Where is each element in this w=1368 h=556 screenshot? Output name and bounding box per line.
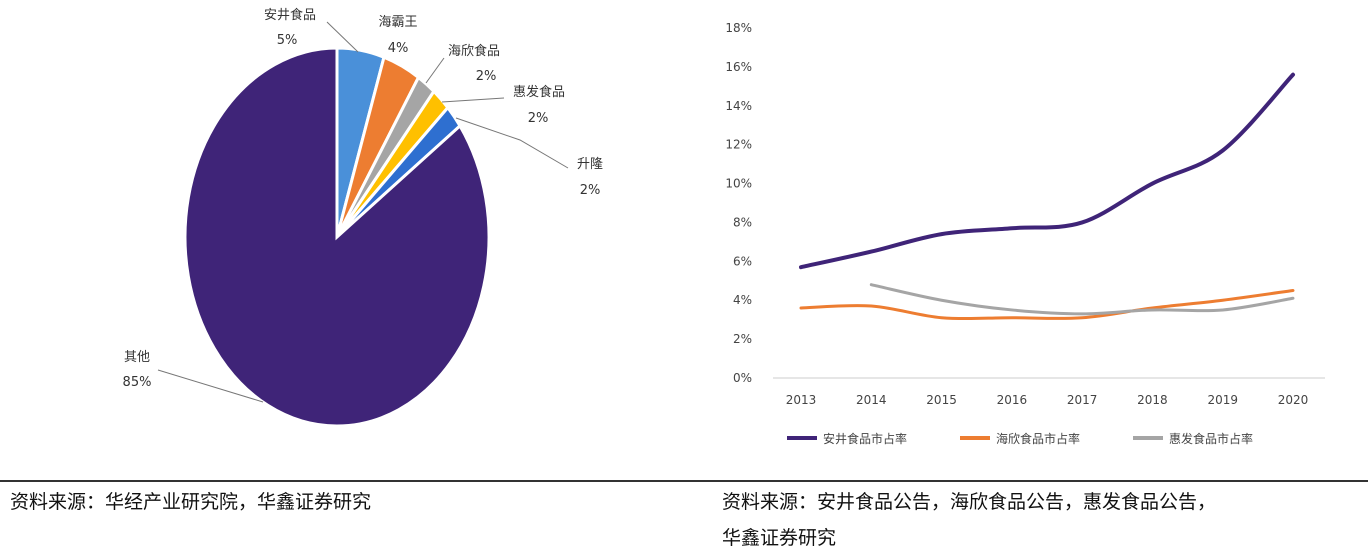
leader-line-3	[441, 97, 505, 103]
series-line-1	[799, 289, 1295, 321]
pie-label-2: 海欣食品	[448, 43, 500, 59]
x-tick-label: 2017	[1067, 393, 1098, 407]
x-tick-label: 2020	[1278, 393, 1309, 407]
pie-value-0: 5%	[277, 33, 298, 48]
y-tick-label: 14%	[725, 99, 752, 113]
pie-label-1: 海霸王	[378, 15, 417, 30]
pie-value-5: 85%	[123, 375, 152, 390]
leader-line-4	[455, 117, 569, 169]
pie-label-0: 安井食品	[264, 7, 316, 23]
y-tick-label: 6%	[733, 254, 752, 268]
leader-line-2	[425, 57, 445, 84]
pie-value-3: 2%	[528, 111, 549, 126]
legend-label-2: 惠发食品市占率	[1169, 431, 1253, 446]
y-tick-label: 12%	[725, 138, 752, 152]
x-tick-label: 2015	[926, 393, 957, 407]
source-right-line1: 资料来源：安井食品公告，海欣食品公告，惠发食品公告，	[722, 491, 1217, 513]
x-tick-label: 2013	[786, 393, 817, 407]
pie-value-4: 2%	[580, 183, 601, 198]
pie-value-2: 2%	[476, 69, 497, 84]
x-tick-label: 2018	[1137, 393, 1168, 407]
divider	[0, 480, 1368, 482]
y-tick-label: 10%	[725, 177, 752, 191]
y-tick-label: 4%	[733, 293, 752, 307]
legend-label-1: 海欣食品市占率	[996, 431, 1080, 446]
y-tick-label: 0%	[733, 371, 752, 385]
pie-chart: 安井食品 5% 海霸王 4% 海欣食品 2% 惠发食品 2% 升隆 2% 其他 85%	[123, 7, 603, 428]
y-tick-label: 2%	[733, 332, 752, 346]
pie-label-5: 其他	[124, 350, 150, 365]
y-tick-label: 8%	[733, 215, 752, 229]
legend-label-0: 安井食品市占率	[823, 431, 907, 446]
y-tick-label: 18%	[725, 21, 752, 35]
leader-line-5	[157, 369, 264, 403]
series-line-2	[869, 283, 1295, 316]
pie-label-3: 惠发食品	[513, 84, 565, 100]
source-left: 资料来源：华经产业研究院，华鑫证券研究	[10, 491, 372, 513]
pie-label-4: 升隆	[577, 157, 603, 172]
pie-value-1: 4%	[388, 41, 409, 56]
x-tick-label: 2019	[1207, 393, 1238, 407]
leader-line-0	[326, 21, 359, 53]
source-right-line2: 华鑫证券研究	[722, 527, 837, 549]
line-chart: 0% 2% 4% 6% 8% 10% 12% 14% 16% 18% 2013 2014 2015 201…	[725, 21, 1325, 446]
pie-slice-5	[183, 46, 491, 428]
y-tick-label: 16%	[725, 60, 752, 74]
x-tick-label: 2016	[997, 393, 1028, 407]
series-line-0	[799, 72, 1295, 270]
x-tick-label: 2014	[856, 393, 887, 407]
